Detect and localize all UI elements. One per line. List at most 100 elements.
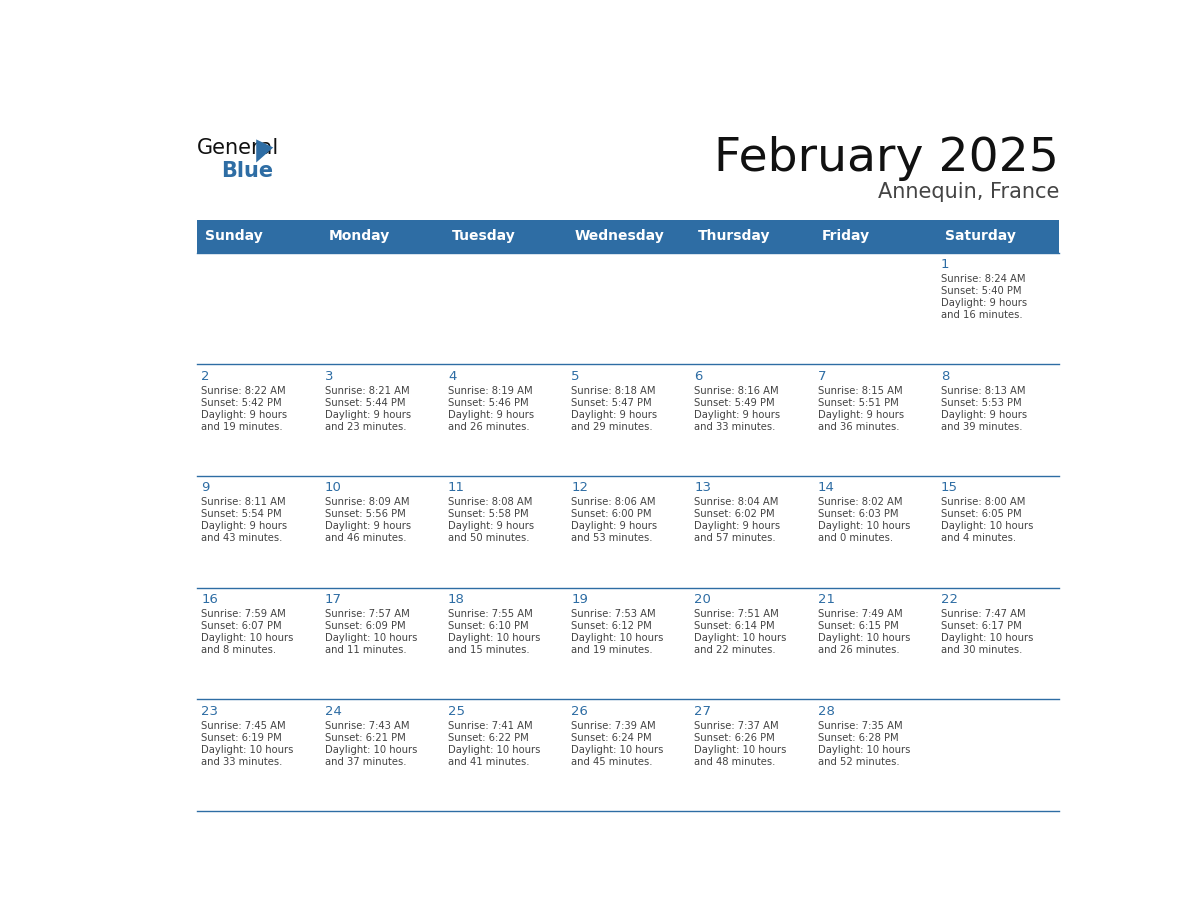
Text: and 33 minutes.: and 33 minutes. <box>694 421 776 431</box>
Bar <box>567 700 689 811</box>
Bar <box>567 220 689 252</box>
Text: Daylight: 10 hours: Daylight: 10 hours <box>817 633 910 643</box>
Text: 27: 27 <box>694 705 712 718</box>
Bar <box>936 220 1060 252</box>
Bar <box>813 252 936 364</box>
Text: and 50 minutes.: and 50 minutes. <box>448 533 530 543</box>
Text: and 19 minutes.: and 19 minutes. <box>571 645 652 655</box>
Text: and 48 minutes.: and 48 minutes. <box>694 756 776 767</box>
Text: 25: 25 <box>448 705 465 718</box>
Text: Sunrise: 7:45 AM: Sunrise: 7:45 AM <box>202 721 286 731</box>
Text: Blue: Blue <box>221 161 273 181</box>
Text: Sunrise: 7:47 AM: Sunrise: 7:47 AM <box>941 610 1025 619</box>
Text: Sunset: 5:46 PM: Sunset: 5:46 PM <box>448 397 529 408</box>
Text: Daylight: 9 hours: Daylight: 9 hours <box>571 409 657 420</box>
Text: and 4 minutes.: and 4 minutes. <box>941 533 1016 543</box>
Text: Sunday: Sunday <box>206 230 263 243</box>
Text: Daylight: 10 hours: Daylight: 10 hours <box>941 521 1034 532</box>
Text: Sunset: 5:47 PM: Sunset: 5:47 PM <box>571 397 652 408</box>
Text: and 37 minutes.: and 37 minutes. <box>324 756 406 767</box>
Text: 11: 11 <box>448 481 465 494</box>
Text: Daylight: 10 hours: Daylight: 10 hours <box>448 744 541 755</box>
Bar <box>320 700 443 811</box>
Text: 14: 14 <box>817 481 834 494</box>
Text: Sunset: 6:14 PM: Sunset: 6:14 PM <box>694 621 775 631</box>
Bar <box>196 252 320 364</box>
Text: Daylight: 9 hours: Daylight: 9 hours <box>202 409 287 420</box>
Bar <box>196 700 320 811</box>
Text: Sunrise: 7:59 AM: Sunrise: 7:59 AM <box>202 610 286 619</box>
Text: Sunset: 5:58 PM: Sunset: 5:58 PM <box>448 509 529 520</box>
Text: Daylight: 9 hours: Daylight: 9 hours <box>324 409 411 420</box>
Text: Sunrise: 8:13 AM: Sunrise: 8:13 AM <box>941 386 1025 396</box>
Text: Sunset: 6:09 PM: Sunset: 6:09 PM <box>324 621 405 631</box>
Bar <box>567 476 689 588</box>
Text: Daylight: 10 hours: Daylight: 10 hours <box>202 744 293 755</box>
Text: 20: 20 <box>694 593 712 606</box>
Bar <box>813 476 936 588</box>
Text: Sunrise: 7:57 AM: Sunrise: 7:57 AM <box>324 610 410 619</box>
Text: Sunrise: 7:43 AM: Sunrise: 7:43 AM <box>324 721 409 731</box>
Text: Sunset: 6:00 PM: Sunset: 6:00 PM <box>571 509 652 520</box>
Bar <box>936 588 1060 700</box>
Text: Daylight: 10 hours: Daylight: 10 hours <box>202 633 293 643</box>
Text: 5: 5 <box>571 370 580 383</box>
Text: Sunrise: 7:37 AM: Sunrise: 7:37 AM <box>694 721 779 731</box>
Bar <box>443 476 567 588</box>
Bar <box>567 588 689 700</box>
Text: 4: 4 <box>448 370 456 383</box>
Text: Sunrise: 7:35 AM: Sunrise: 7:35 AM <box>817 721 902 731</box>
Text: Daylight: 9 hours: Daylight: 9 hours <box>448 409 535 420</box>
Text: and 45 minutes.: and 45 minutes. <box>571 756 652 767</box>
Text: General: General <box>196 138 279 158</box>
Text: and 43 minutes.: and 43 minutes. <box>202 533 283 543</box>
Bar <box>689 476 813 588</box>
Text: Sunset: 6:07 PM: Sunset: 6:07 PM <box>202 621 282 631</box>
Text: Sunset: 6:24 PM: Sunset: 6:24 PM <box>571 733 652 743</box>
Text: 28: 28 <box>817 705 834 718</box>
Text: 8: 8 <box>941 370 949 383</box>
Text: Daylight: 9 hours: Daylight: 9 hours <box>694 409 781 420</box>
Bar <box>936 476 1060 588</box>
Text: Daylight: 10 hours: Daylight: 10 hours <box>817 521 910 532</box>
Bar <box>689 364 813 476</box>
Text: and 26 minutes.: and 26 minutes. <box>817 645 899 655</box>
Text: Daylight: 9 hours: Daylight: 9 hours <box>448 521 535 532</box>
Text: Sunrise: 8:00 AM: Sunrise: 8:00 AM <box>941 498 1025 508</box>
Text: Sunset: 5:49 PM: Sunset: 5:49 PM <box>694 397 775 408</box>
Text: Sunset: 6:02 PM: Sunset: 6:02 PM <box>694 509 775 520</box>
Text: Sunrise: 8:02 AM: Sunrise: 8:02 AM <box>817 498 902 508</box>
Text: 26: 26 <box>571 705 588 718</box>
Text: Sunset: 6:17 PM: Sunset: 6:17 PM <box>941 621 1022 631</box>
Text: Daylight: 9 hours: Daylight: 9 hours <box>324 521 411 532</box>
Text: Sunset: 6:21 PM: Sunset: 6:21 PM <box>324 733 405 743</box>
Bar <box>936 700 1060 811</box>
Bar <box>689 588 813 700</box>
Text: and 29 minutes.: and 29 minutes. <box>571 421 652 431</box>
Text: Wednesday: Wednesday <box>575 230 664 243</box>
Text: Daylight: 9 hours: Daylight: 9 hours <box>694 521 781 532</box>
Text: Sunrise: 8:22 AM: Sunrise: 8:22 AM <box>202 386 286 396</box>
Text: 2: 2 <box>202 370 210 383</box>
Text: 6: 6 <box>694 370 703 383</box>
Text: 10: 10 <box>324 481 342 494</box>
Text: 7: 7 <box>817 370 826 383</box>
Bar <box>813 700 936 811</box>
Bar <box>320 364 443 476</box>
Bar <box>196 220 320 252</box>
Text: Sunrise: 7:41 AM: Sunrise: 7:41 AM <box>448 721 532 731</box>
Text: and 16 minutes.: and 16 minutes. <box>941 310 1023 320</box>
Text: Daylight: 10 hours: Daylight: 10 hours <box>694 633 786 643</box>
Text: Tuesday: Tuesday <box>451 230 516 243</box>
Bar <box>320 220 443 252</box>
Text: Daylight: 10 hours: Daylight: 10 hours <box>448 633 541 643</box>
Text: Daylight: 10 hours: Daylight: 10 hours <box>324 633 417 643</box>
Text: and 41 minutes.: and 41 minutes. <box>448 756 530 767</box>
Text: Sunrise: 8:18 AM: Sunrise: 8:18 AM <box>571 386 656 396</box>
Text: Sunset: 5:40 PM: Sunset: 5:40 PM <box>941 286 1022 297</box>
Bar <box>196 476 320 588</box>
Bar <box>689 252 813 364</box>
Text: Daylight: 10 hours: Daylight: 10 hours <box>694 744 786 755</box>
Bar <box>689 700 813 811</box>
Bar <box>567 364 689 476</box>
